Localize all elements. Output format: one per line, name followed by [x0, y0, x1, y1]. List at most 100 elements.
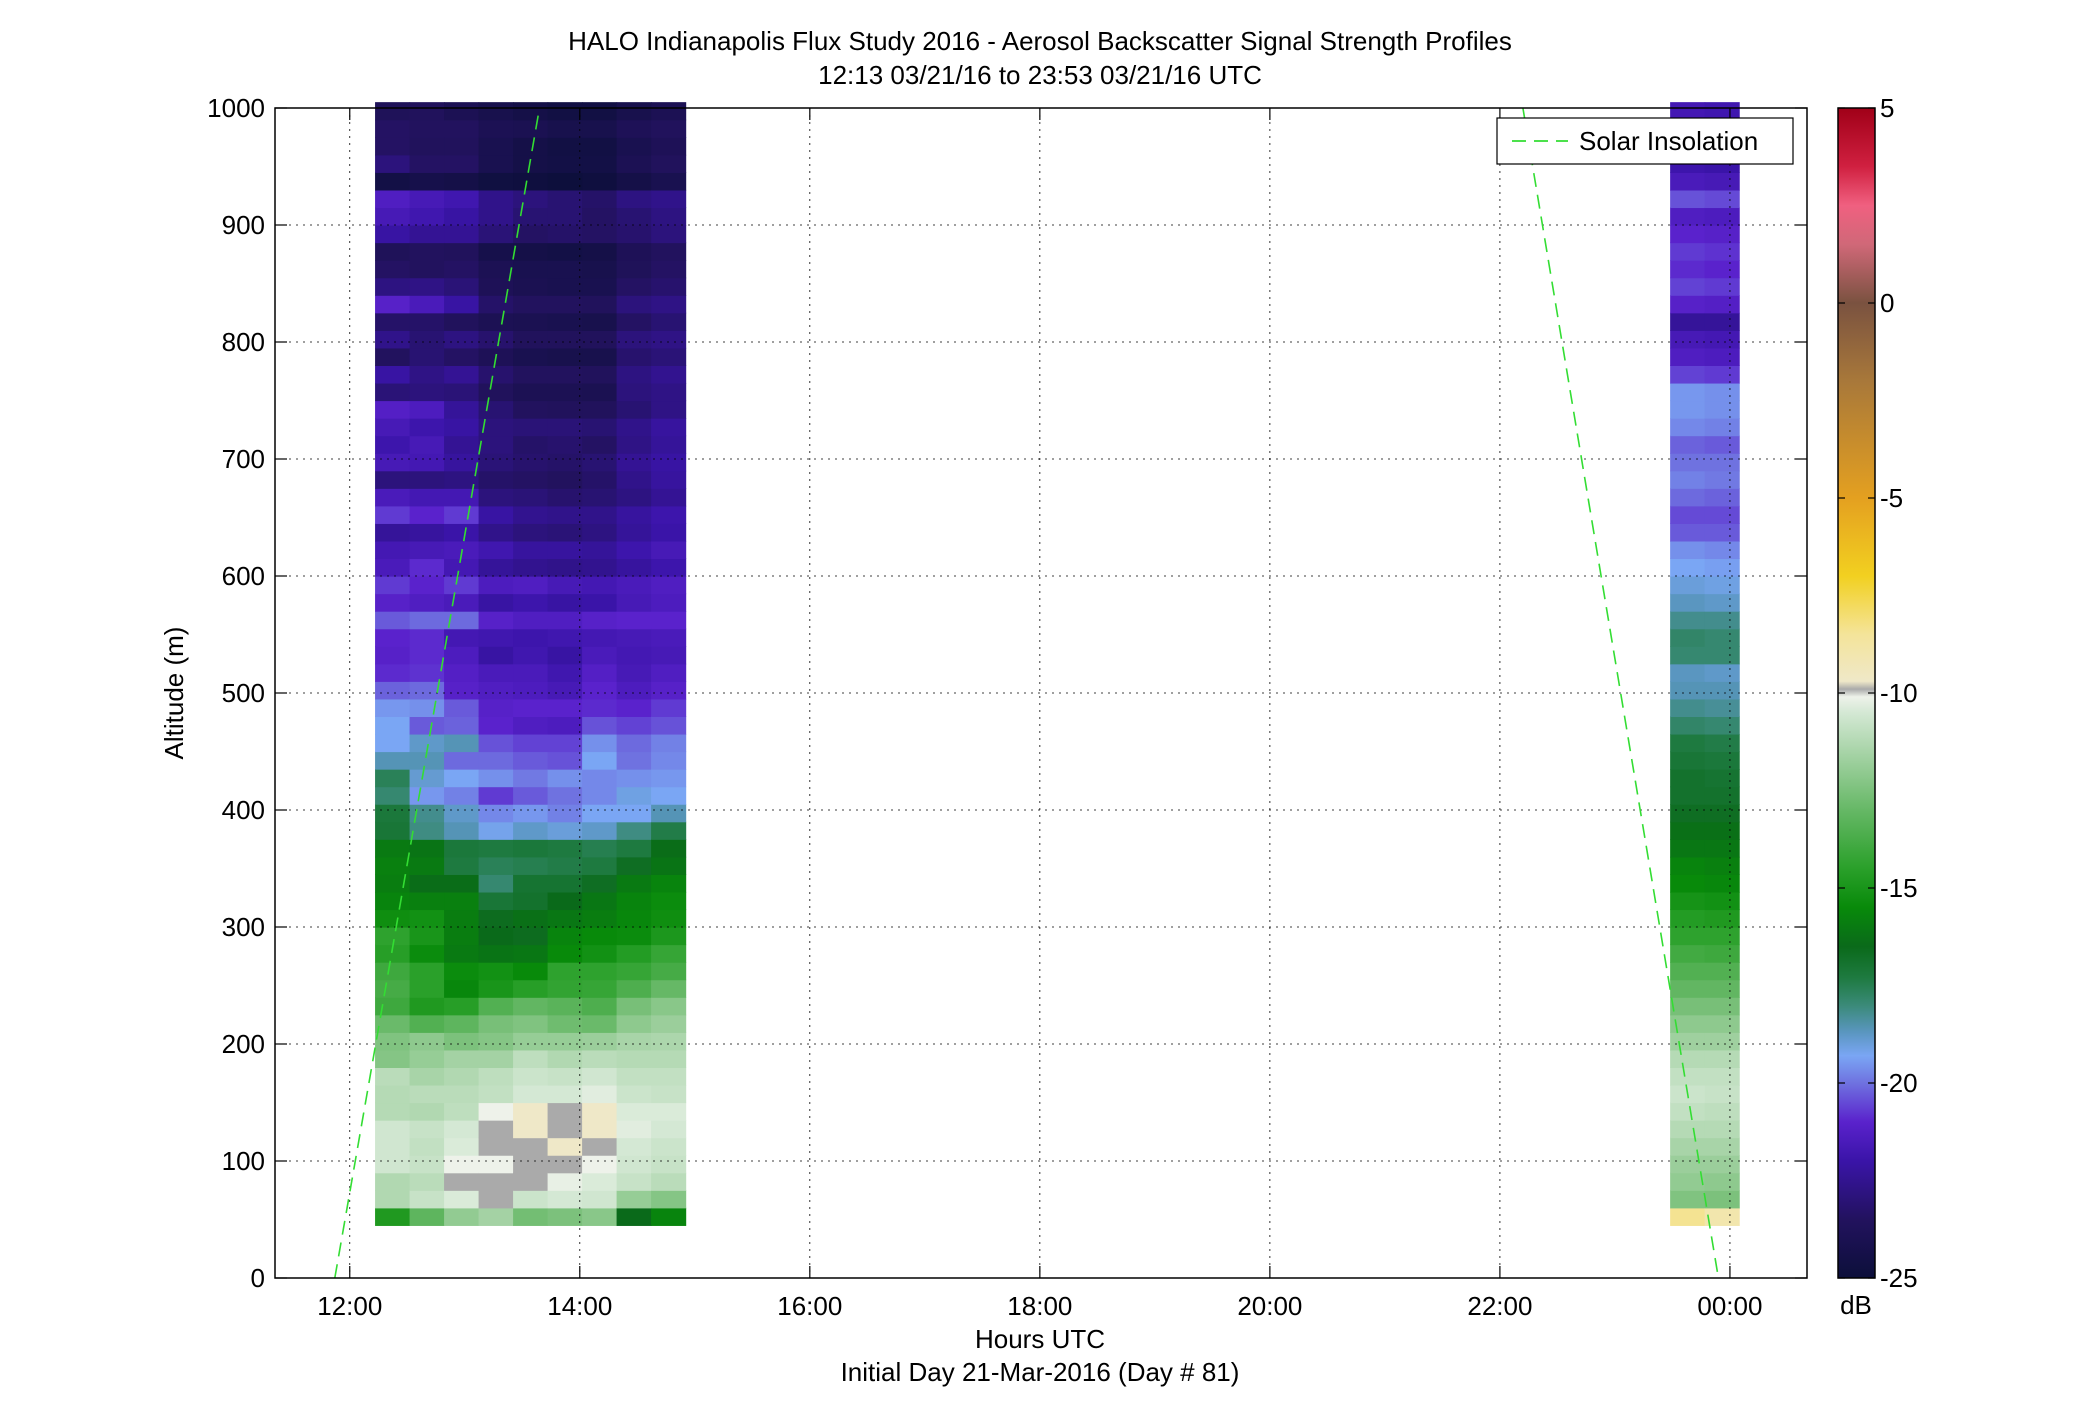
- heatmap-cell: [375, 137, 411, 156]
- heatmap-cell: [444, 365, 480, 384]
- heatmap-cell: [651, 154, 687, 173]
- heatmap-cell: [616, 698, 652, 717]
- heatmap-cell: [444, 172, 480, 191]
- x-tick-label: 20:00: [1237, 1291, 1302, 1321]
- heatmap-cell: [478, 1032, 514, 1051]
- heatmap-cell: [1670, 1120, 1706, 1139]
- heatmap-cell: [1670, 558, 1706, 577]
- heatmap-cell: [547, 891, 583, 911]
- heatmap-cell: [1704, 1102, 1740, 1121]
- heatmap-cell: [582, 821, 618, 840]
- heatmap-cell: [444, 663, 480, 682]
- heatmap-cell: [616, 821, 652, 840]
- heatmap-cell: [582, 312, 618, 331]
- heatmap-cell: [1704, 1207, 1740, 1226]
- heatmap-cell: [1704, 927, 1740, 946]
- heatmap-cell: [651, 856, 687, 875]
- heatmap-cell: [1704, 769, 1740, 788]
- heatmap-cell: [409, 909, 445, 928]
- heatmap-cell: [375, 891, 411, 911]
- heatmap-cell: [582, 207, 618, 226]
- legend-label-solar-insolation: Solar Insolation: [1579, 126, 1758, 156]
- heatmap-cell: [1704, 260, 1740, 279]
- profile-column: [513, 102, 549, 1226]
- heatmap-cell: [444, 505, 480, 524]
- heatmap-cell: [444, 1084, 480, 1104]
- heatmap-cell: [513, 207, 549, 226]
- heatmap-cell: [1670, 681, 1706, 700]
- heatmap-cell: [547, 347, 583, 366]
- heatmap-cell: [1670, 874, 1706, 893]
- heatmap-cell: [582, 382, 618, 402]
- heatmap-cell: [616, 1014, 652, 1033]
- heatmap-cell: [375, 698, 411, 717]
- heatmap-cell: [547, 856, 583, 875]
- heatmap-cell: [409, 628, 445, 647]
- heatmap-cell: [1670, 1014, 1706, 1033]
- heatmap-cell: [547, 330, 583, 349]
- heatmap-cell: [616, 505, 652, 524]
- heatmap-cell: [651, 242, 687, 261]
- heatmap-cell: [1704, 347, 1740, 366]
- heatmap-cell: [444, 207, 480, 226]
- heatmap-cell: [547, 1049, 583, 1068]
- heatmap-cell: [375, 646, 411, 665]
- heatmap-cell: [444, 1172, 480, 1191]
- heatmap-cell: [1704, 979, 1740, 998]
- heatmap-cell: [582, 786, 618, 805]
- heatmap-cell: [582, 769, 618, 788]
- heatmap-cell: [375, 225, 411, 244]
- heatmap-cell: [444, 1155, 480, 1174]
- heatmap-cell: [513, 681, 549, 700]
- profile-column: [375, 102, 411, 1226]
- heatmap-cell: [513, 1207, 549, 1226]
- heatmap-cell: [444, 382, 480, 402]
- heatmap-cell: [375, 856, 411, 875]
- heatmap-cell: [478, 260, 514, 279]
- heatmap-cell: [547, 260, 583, 279]
- heatmap-cell: [1670, 628, 1706, 647]
- heatmap-cell: [616, 365, 652, 384]
- heatmap-cell: [444, 611, 480, 630]
- heatmap-cell: [409, 733, 445, 753]
- heatmap-cell: [478, 1190, 514, 1209]
- heatmap-cell: [375, 207, 411, 226]
- heatmap-cell: [1670, 979, 1706, 998]
- heatmap-cell: [547, 716, 583, 735]
- heatmap-cell: [582, 242, 618, 261]
- heatmap-cell: [409, 558, 445, 577]
- heatmap-cell: [582, 611, 618, 630]
- heatmap-cell: [1670, 435, 1706, 454]
- heatmap-cell: [582, 576, 618, 595]
- heatmap-cell: [1704, 418, 1740, 437]
- heatmap-cell: [1704, 1084, 1740, 1104]
- heatmap-cell: [375, 1102, 411, 1121]
- heatmap-cell: [616, 1190, 652, 1209]
- heatmap-cell: [375, 347, 411, 366]
- heatmap-cell: [444, 733, 480, 753]
- heatmap-cell: [616, 189, 652, 209]
- heatmap-cell: [409, 382, 445, 402]
- heatmap-cell: [478, 979, 514, 998]
- heatmap-cell: [444, 909, 480, 928]
- heatmap-cell: [478, 1172, 514, 1191]
- heatmap-cell: [1704, 505, 1740, 524]
- heatmap-cell: [444, 1120, 480, 1139]
- heatmap-cell: [582, 435, 618, 454]
- heatmap-cell: [444, 119, 480, 138]
- heatmap-cell: [651, 418, 687, 437]
- heatmap-cell: [409, 260, 445, 279]
- heatmap-cell: [1670, 804, 1706, 823]
- heatmap-cell: [582, 1084, 618, 1104]
- heatmap-cell: [582, 365, 618, 384]
- heatmap-cell: [478, 295, 514, 314]
- heatmap-cell: [582, 1120, 618, 1139]
- heatmap-cell: [375, 1120, 411, 1139]
- heatmap-cell: [375, 979, 411, 998]
- heatmap-cell: [409, 997, 445, 1016]
- heatmap-cell: [409, 470, 445, 489]
- heatmap-cell: [1670, 751, 1706, 770]
- heatmap-cell: [1670, 365, 1706, 384]
- heatmap-cell: [513, 944, 549, 963]
- heatmap-cell: [547, 435, 583, 454]
